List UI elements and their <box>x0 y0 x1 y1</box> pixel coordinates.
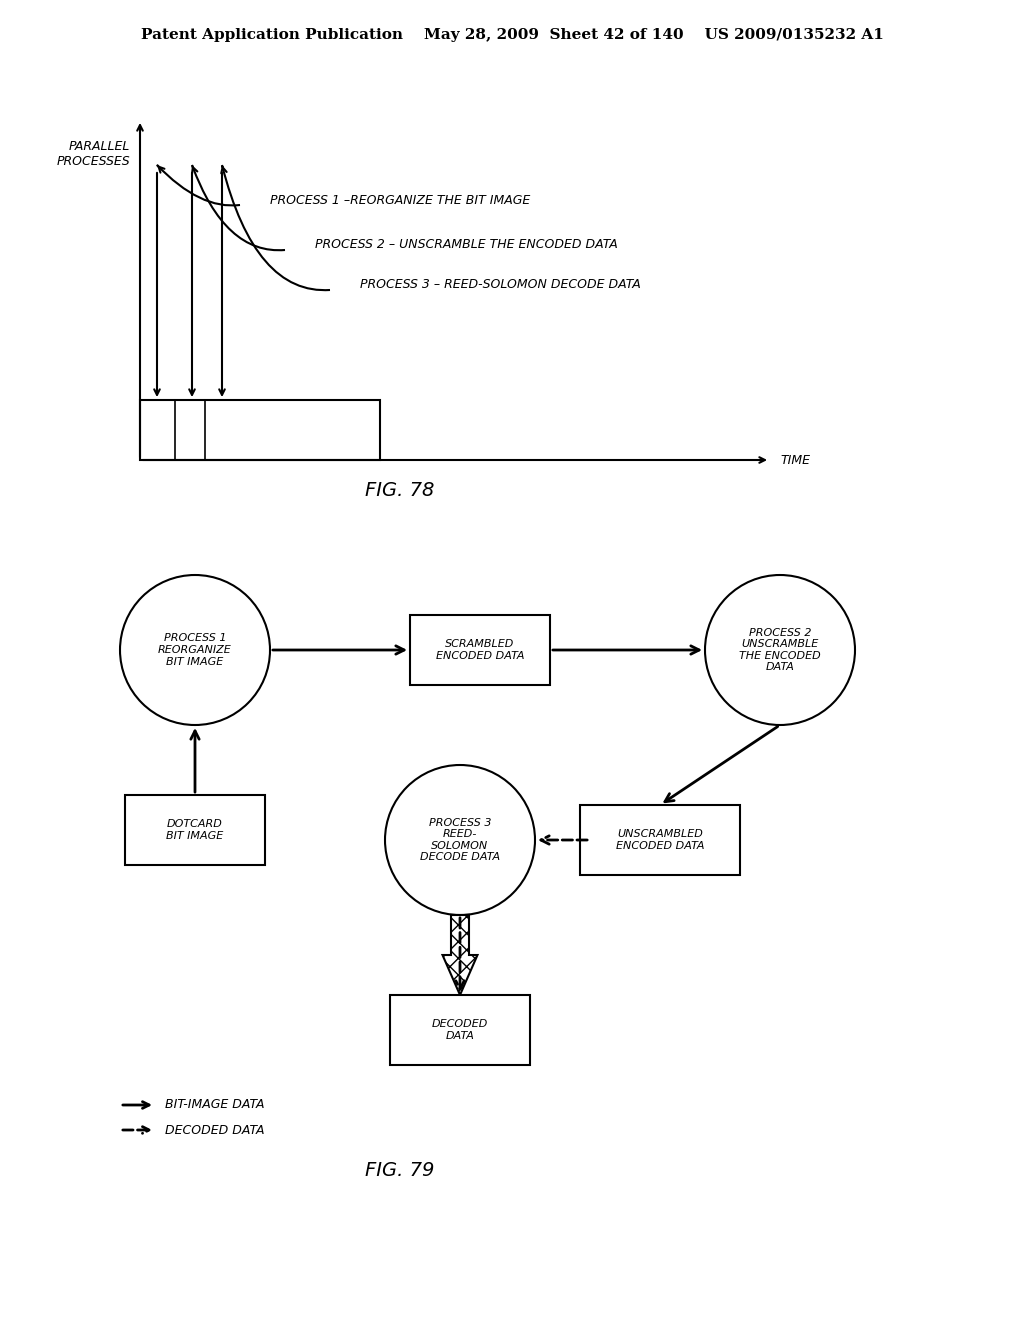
Text: PROCESS 1 –REORGANIZE THE BIT IMAGE: PROCESS 1 –REORGANIZE THE BIT IMAGE <box>270 194 530 206</box>
Text: PROCESS 3
REED-
SOLOMON
DECODE DATA: PROCESS 3 REED- SOLOMON DECODE DATA <box>420 817 500 862</box>
Text: Patent Application Publication    May 28, 2009  Sheet 42 of 140    US 2009/01352: Patent Application Publication May 28, 2… <box>140 28 884 42</box>
Text: PROCESS 1
REORGANIZE
BIT IMAGE: PROCESS 1 REORGANIZE BIT IMAGE <box>158 634 231 667</box>
Bar <box>390 995 530 1065</box>
Text: PROCESS 3 – REED-SOLOMON DECODE DATA: PROCESS 3 – REED-SOLOMON DECODE DATA <box>360 279 641 292</box>
Bar <box>410 615 550 685</box>
Text: FIG. 79: FIG. 79 <box>366 1160 434 1180</box>
Text: PROCESS 2
UNSCRAMBLE
THE ENCODED
DATA: PROCESS 2 UNSCRAMBLE THE ENCODED DATA <box>739 627 821 672</box>
Text: PROCESS 2 – UNSCRAMBLE THE ENCODED DATA: PROCESS 2 – UNSCRAMBLE THE ENCODED DATA <box>315 239 617 252</box>
Text: DECODED DATA: DECODED DATA <box>165 1123 264 1137</box>
Text: FIG. 78: FIG. 78 <box>366 480 434 499</box>
Text: SCRAMBLED
ENCODED DATA: SCRAMBLED ENCODED DATA <box>436 639 524 661</box>
Bar <box>125 795 265 865</box>
Text: BIT-IMAGE DATA: BIT-IMAGE DATA <box>165 1098 264 1111</box>
Bar <box>140 400 380 459</box>
Text: UNSCRAMBLED
ENCODED DATA: UNSCRAMBLED ENCODED DATA <box>615 829 705 851</box>
Polygon shape <box>442 915 477 995</box>
Text: TIME: TIME <box>780 454 810 466</box>
Text: PARALLEL
PROCESSES: PARALLEL PROCESSES <box>56 140 130 168</box>
Text: DOTCARD
BIT IMAGE: DOTCARD BIT IMAGE <box>166 820 223 841</box>
Text: DECODED
DATA: DECODED DATA <box>432 1019 488 1040</box>
Bar <box>580 805 740 875</box>
